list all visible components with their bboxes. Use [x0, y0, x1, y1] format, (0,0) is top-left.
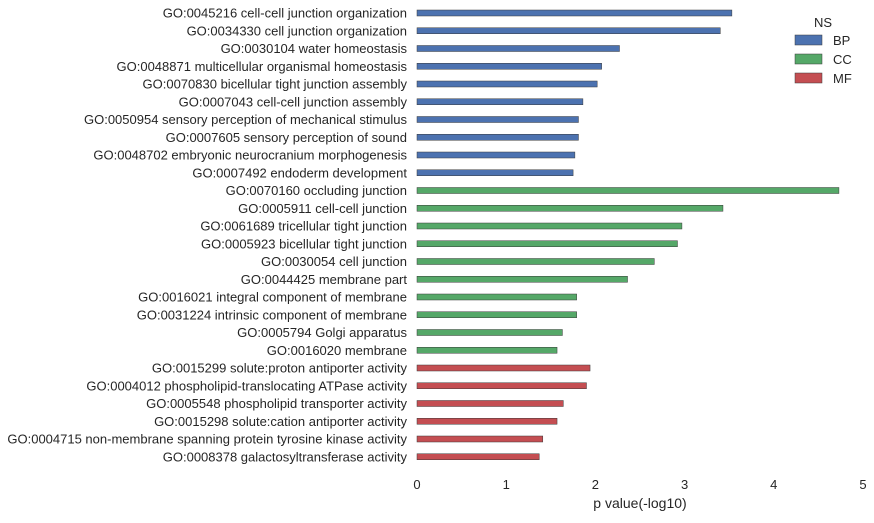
category-label: GO:0004715 non-membrane spanning protein… — [7, 432, 407, 447]
legend-swatch — [794, 72, 823, 84]
x-ticks-layer: 0 1 2 3 4 5 — [413, 477, 866, 492]
bar — [416, 134, 579, 141]
bar — [416, 400, 564, 407]
category-label: GO:0061689 tricellular tight junction — [200, 219, 407, 234]
x-tick-label: 4 — [770, 477, 777, 492]
bar — [416, 98, 584, 105]
bar — [416, 382, 587, 389]
category-label: GO:0005911 cell-cell junction — [238, 201, 407, 216]
legend-swatch — [794, 53, 823, 65]
category-label: GO:0070830 bicellular tight junction ass… — [143, 77, 408, 92]
bar — [416, 276, 628, 283]
bar — [416, 258, 655, 265]
category-label: GO:0030104 water homeostasis — [221, 41, 408, 56]
bar — [416, 435, 544, 443]
category-labels-layer: GO:0045216 cell-cell junction organizati… — [7, 6, 407, 465]
category-label: GO:0031224 intrinsic component of membra… — [137, 307, 407, 322]
bar — [416, 364, 591, 372]
category-label: GO:0004012 phospholipid-translocating AT… — [86, 378, 407, 393]
bar — [416, 45, 620, 52]
x-tick-label: 2 — [592, 477, 599, 492]
bar — [416, 418, 558, 425]
category-label: GO:0015299 solute:proton antiporter acti… — [152, 361, 408, 376]
bar — [416, 187, 840, 194]
legend-label: MF — [833, 71, 852, 86]
legend-title: NS — [814, 15, 832, 30]
category-label: GO:0045216 cell-cell junction organizati… — [163, 6, 407, 21]
x-axis-label: p value(-log10) — [593, 495, 686, 511]
bar — [416, 80, 598, 88]
bar — [416, 329, 563, 336]
legend: NS BP CC MF — [794, 15, 852, 86]
category-label: GO:0015298 solute:cation antiporter acti… — [154, 414, 407, 429]
category-label: GO:0007605 sensory perception of sound — [166, 130, 407, 145]
x-tick-label: 0 — [413, 477, 420, 492]
bar — [416, 169, 574, 176]
category-label: GO:0016020 membrane — [267, 343, 407, 358]
category-label: GO:0050954 sensory perception of mechani… — [84, 112, 408, 127]
bar — [416, 222, 683, 230]
bar — [416, 347, 558, 354]
bars-layer — [416, 9, 840, 460]
category-label: GO:0007043 cell-cell junction assembly — [179, 94, 408, 109]
bar — [416, 240, 678, 247]
category-label: GO:0016021 integral component of membran… — [138, 290, 407, 305]
legend-items: BP CC MF — [794, 33, 852, 86]
bar — [416, 205, 724, 212]
bar — [416, 311, 577, 318]
bar — [416, 27, 721, 34]
category-label: GO:0008378 galactosyltransferase activit… — [163, 449, 408, 464]
category-label: GO:0030054 cell junction — [261, 254, 407, 269]
category-label: GO:0007492 endoderm development — [192, 165, 407, 180]
x-tick-label: 1 — [503, 477, 510, 492]
category-label: GO:0048702 embryonic neurocranium morpho… — [93, 148, 407, 163]
x-tick-label: 3 — [681, 477, 688, 492]
bar — [416, 63, 602, 70]
category-label: GO:0005548 phospholipid transporter acti… — [146, 396, 407, 411]
bar — [416, 453, 540, 460]
category-label: GO:0005923 bicellular tight junction — [201, 236, 407, 251]
category-label: GO:0070160 occluding junction — [226, 183, 407, 198]
legend-swatch — [794, 34, 823, 46]
category-label: GO:0034330 cell junction organization — [187, 23, 407, 38]
category-label: GO:0005794 Golgi apparatus — [237, 325, 407, 340]
category-label: GO:0044425 membrane part — [241, 272, 408, 287]
bar — [416, 9, 733, 17]
bar — [416, 151, 576, 159]
category-label: GO:0048871 multicellular organismal home… — [117, 59, 408, 74]
bar — [416, 116, 579, 123]
bar — [416, 293, 577, 301]
legend-label: CC — [833, 52, 852, 67]
x-tick-label: 5 — [859, 477, 866, 492]
legend-label: BP — [833, 33, 850, 48]
